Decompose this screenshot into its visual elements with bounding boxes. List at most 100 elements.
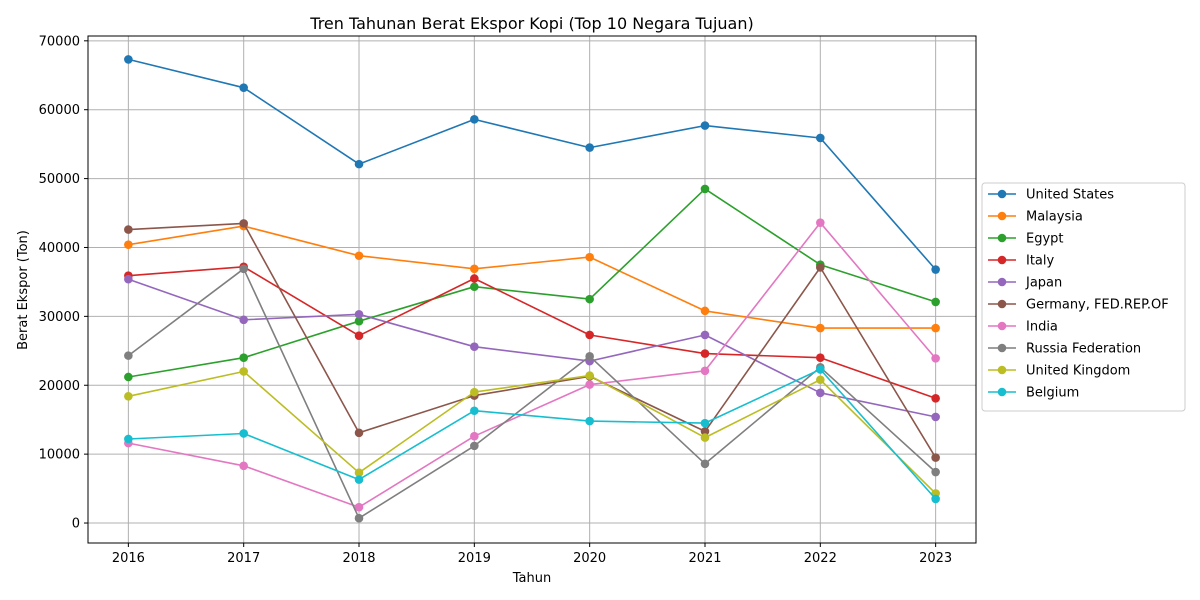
data-point <box>931 467 940 477</box>
data-point <box>239 461 248 471</box>
x-tick-label: 2023 <box>919 551 952 566</box>
y-axis-label: Berat Ekspor (Ton) <box>16 230 31 350</box>
data-point <box>700 184 710 194</box>
legend-label: United States <box>1026 188 1114 203</box>
series-5 <box>124 219 940 462</box>
data-point <box>585 371 594 380</box>
data-point <box>470 282 479 292</box>
data-point <box>354 468 364 478</box>
legend-box <box>981 182 1186 412</box>
legend-label: Japan <box>1025 276 1062 291</box>
legend-label: United Kingdom <box>1026 364 1130 379</box>
series-line <box>128 225 936 329</box>
series-9 <box>124 365 940 504</box>
legend-swatch-marker <box>997 189 1007 199</box>
legend-label: Germany, FED.REP.OF <box>1026 298 1169 313</box>
x-tick-label: 2017 <box>227 551 260 566</box>
series-line <box>128 265 936 400</box>
data-point <box>470 264 479 274</box>
x-tick-label: 2019 <box>458 551 491 566</box>
data-point <box>239 315 248 325</box>
data-point <box>470 387 479 397</box>
data-point <box>354 309 364 319</box>
data-point <box>470 406 479 416</box>
data-point <box>816 375 825 385</box>
legend-swatch-marker <box>997 255 1007 265</box>
legend-swatch-marker <box>997 233 1007 243</box>
data-point <box>354 251 364 261</box>
data-point <box>931 297 940 307</box>
data-point <box>470 115 479 124</box>
legend-swatch-marker <box>997 321 1007 331</box>
data-point <box>816 365 825 374</box>
y-tick-label: 60000 <box>39 103 80 118</box>
data-point <box>700 121 710 130</box>
data-point <box>124 434 133 444</box>
x-tick-label: 2016 <box>112 551 145 566</box>
legend-item: Japan <box>988 276 1062 291</box>
data-point <box>239 367 248 376</box>
legend: United States Malaysia Egypt Italy Japan Germ… <box>981 182 1186 412</box>
data-point <box>931 323 940 333</box>
y-tick-label: 0 <box>72 517 80 532</box>
data-point <box>700 349 710 358</box>
data-point <box>585 252 594 262</box>
data-point <box>585 416 594 426</box>
legend-label: Italy <box>1026 254 1055 269</box>
y-axis-ticks: 0 10000 20000 30000 40000 50000 60000 70000 <box>39 34 88 532</box>
data-point <box>816 263 825 272</box>
data-point <box>816 323 825 333</box>
data-point <box>124 372 133 382</box>
legend-item: Germany, FED.REP.OF <box>988 298 1169 313</box>
y-tick-label: 50000 <box>39 172 80 187</box>
data-point <box>931 394 940 403</box>
data-point <box>931 453 940 462</box>
data-point <box>470 342 479 351</box>
legend-item: India <box>988 320 1058 335</box>
data-point <box>700 366 710 376</box>
legend-item: Belgium <box>988 386 1079 401</box>
data-point <box>700 330 710 340</box>
legend-swatch-marker <box>997 277 1007 287</box>
legend-swatch-marker <box>997 343 1007 353</box>
data-point <box>700 418 710 428</box>
series-line <box>128 222 937 459</box>
legend-swatch-marker <box>997 387 1007 397</box>
data-point <box>354 159 364 169</box>
legend-swatch-marker <box>997 365 1007 375</box>
x-tick-label: 2020 <box>573 551 606 566</box>
legend-label: Belgium <box>1026 386 1079 401</box>
legend-label: Malaysia <box>1026 210 1083 225</box>
data-point <box>816 218 825 227</box>
data-point <box>931 265 940 274</box>
data-point <box>124 55 133 64</box>
data-point <box>700 433 710 442</box>
data-point <box>124 240 133 250</box>
data-point <box>239 353 248 362</box>
data-point <box>585 380 594 389</box>
data-point <box>239 264 248 274</box>
legend-item: Russia Federation <box>988 342 1141 357</box>
x-axis-ticks: 2016 2017 2018 2019 2020 2021 2022 2023 <box>112 543 952 566</box>
data-point <box>700 427 710 436</box>
data-point <box>585 294 594 304</box>
series-line <box>127 267 937 520</box>
data-point <box>470 431 479 441</box>
data-point <box>124 274 133 284</box>
data-point <box>470 274 479 283</box>
series-line <box>128 368 937 500</box>
series-line <box>128 58 937 271</box>
data-point <box>354 428 364 438</box>
data-point <box>354 331 364 340</box>
chart-title: Tren Tahunan Berat Ekspor Kopi (Top 10 N… <box>309 14 753 33</box>
y-tick-label: 70000 <box>39 34 80 49</box>
legend-label: Egypt <box>1026 232 1064 247</box>
series-layer <box>124 55 940 523</box>
y-tick-label: 20000 <box>39 379 80 394</box>
data-point <box>354 316 364 326</box>
data-point <box>354 502 364 512</box>
data-point <box>931 354 940 363</box>
data-point <box>239 429 248 438</box>
legend-item: Egypt <box>988 232 1064 247</box>
legend-label: India <box>1026 320 1058 335</box>
